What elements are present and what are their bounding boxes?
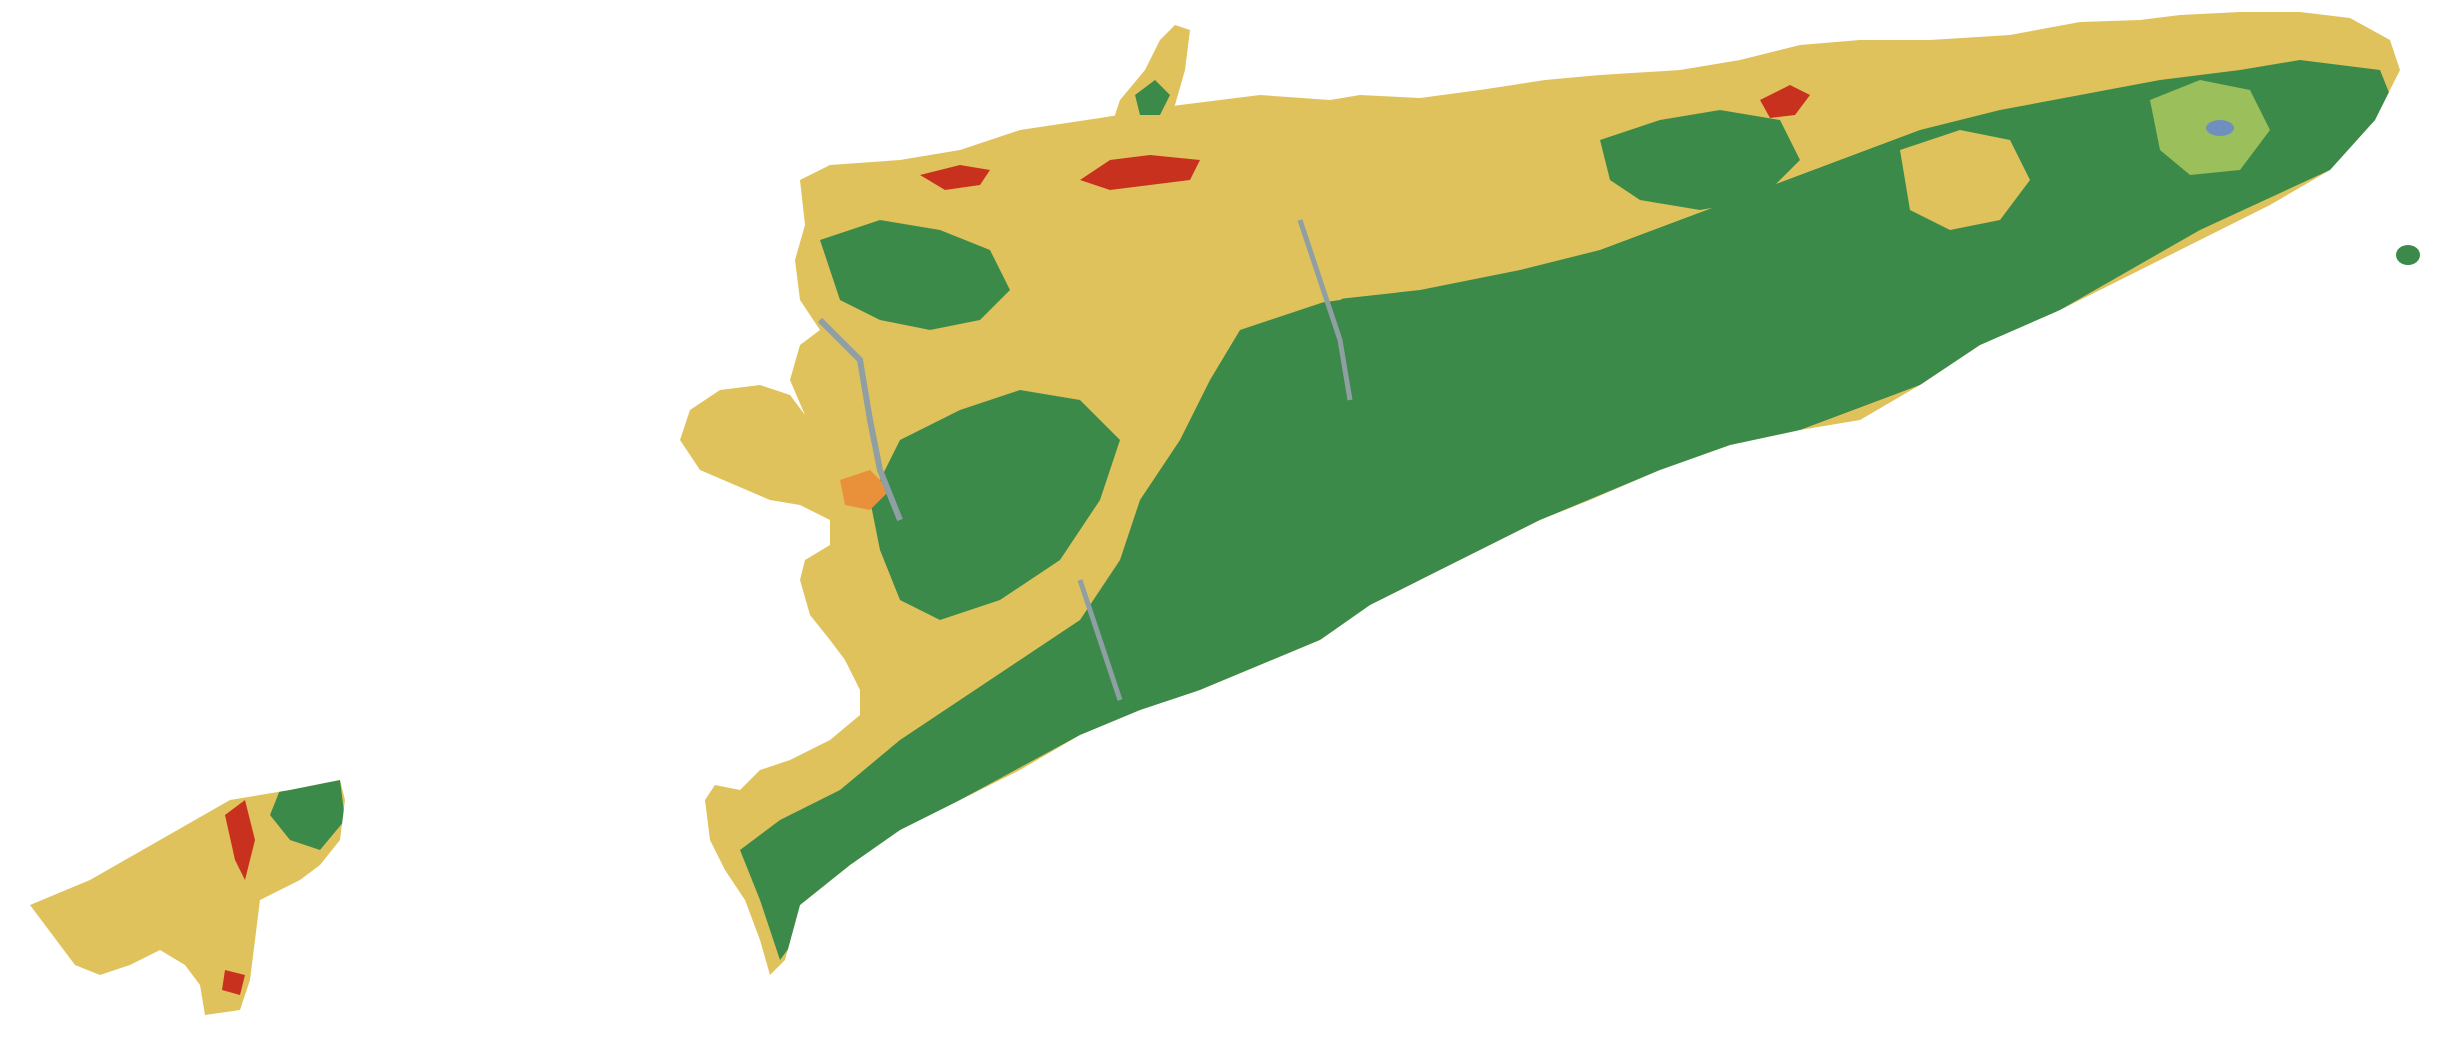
forest-core: [740, 60, 2400, 960]
north-islet: [1110, 25, 1190, 150]
west-enclave-urban: [225, 800, 255, 880]
urban-dili: [1080, 155, 1200, 190]
west-enclave: [30, 780, 345, 1015]
bare-west: [840, 470, 890, 510]
west-enclave-base: [30, 780, 345, 1015]
main-island: [680, 12, 2400, 975]
west-enclave-forest: [270, 780, 345, 850]
riverbed-south: [1077, 579, 1123, 701]
north-islet-forest: [1135, 80, 1170, 115]
forest-north-ridge: [820, 220, 1010, 330]
lake-east: [2206, 120, 2234, 136]
urban-north-coast: [920, 165, 990, 190]
east-islet: [2396, 245, 2420, 265]
west-enclave-urban-south: [222, 970, 245, 995]
forest-west-upland: [870, 390, 1120, 620]
grassland-east-patch: [1900, 130, 2030, 230]
grassland-central-north: [1150, 170, 1420, 310]
riverbed-central: [1297, 219, 1353, 401]
forest-east-north: [1600, 110, 1800, 210]
urban-east-coast: [1760, 85, 1810, 118]
riverbed-west: [817, 317, 903, 522]
